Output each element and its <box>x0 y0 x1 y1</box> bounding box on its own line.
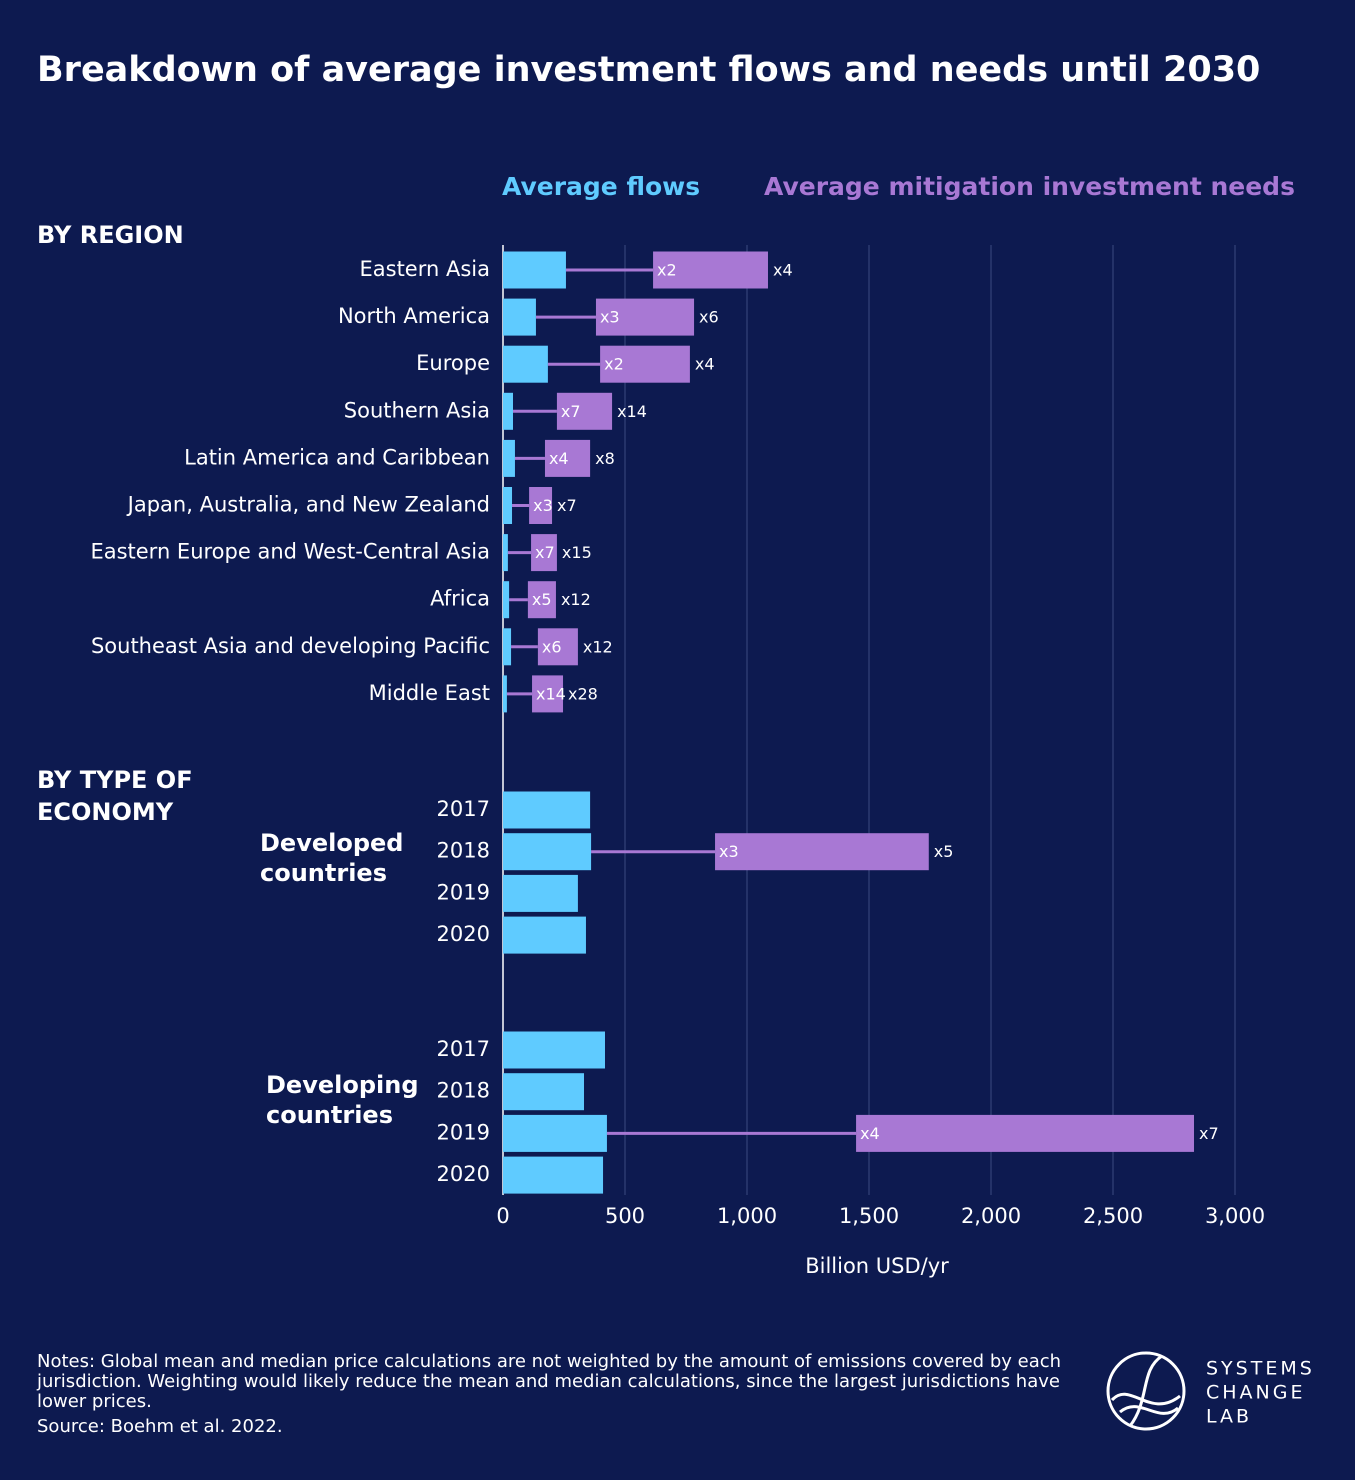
logo-mark <box>1106 1351 1186 1431</box>
y-tick-label: Europe <box>416 351 490 375</box>
y-tick-label: North America <box>338 304 490 328</box>
logo-text: SYSTEMS <box>1206 1358 1315 1380</box>
flows-bar <box>503 1073 585 1111</box>
needs-low-label: x3 <box>600 308 620 327</box>
y-tick-label: 2018 <box>437 1079 490 1103</box>
needs-bar <box>529 487 553 524</box>
flows-bar <box>503 1156 604 1194</box>
y-tick-label: 2020 <box>437 1162 490 1186</box>
y-tick-label: Eastern Asia <box>360 257 491 281</box>
needs-high-label: x4 <box>773 261 793 280</box>
x-tick-label: 0 <box>496 1204 509 1228</box>
flows-bar <box>503 628 512 666</box>
needs-high-label: x5 <box>934 842 954 861</box>
needs-bar <box>531 534 557 572</box>
flows-bar <box>503 298 536 336</box>
needs-bar <box>653 251 768 289</box>
x-tick-label: 500 <box>605 1204 645 1228</box>
y-tick-label: Japan, Australia, and New Zealand <box>126 493 490 517</box>
y-tick-label: Latin America and Caribbean <box>184 445 490 469</box>
flows-bar <box>503 392 514 430</box>
needs-low-label: x7 <box>561 402 581 421</box>
needs-bar <box>600 345 690 383</box>
needs-high-label: x14 <box>617 402 647 421</box>
needs-bar <box>532 675 564 713</box>
flows-bar <box>503 874 578 912</box>
needs-high-label: x28 <box>568 684 598 703</box>
needs-low-label: x6 <box>542 637 562 656</box>
needs-high-label: x12 <box>561 590 591 609</box>
needs-bar <box>595 298 695 336</box>
needs-low-label: x5 <box>532 590 552 609</box>
needs-high-label: x7 <box>557 496 577 515</box>
x-tick-label: 1,000 <box>717 1204 777 1228</box>
needs-low-label: x7 <box>535 543 555 562</box>
y-tick-label: 2017 <box>437 797 490 821</box>
y-tick-label: 2017 <box>437 1037 490 1061</box>
flows-bar <box>503 791 591 829</box>
flows-bar <box>503 916 586 954</box>
y-tick-label: Southeast Asia and developing Pacific <box>91 634 490 658</box>
x-tick-label: 1,500 <box>839 1204 899 1228</box>
flows-bar <box>503 251 566 289</box>
y-tick-label: 2020 <box>437 922 490 946</box>
logo-text: LAB <box>1206 1406 1252 1428</box>
needs-bar <box>856 1114 1195 1152</box>
needs-bar <box>537 628 578 666</box>
needs-high-label: x4 <box>695 355 715 374</box>
y-tick-label: 2018 <box>437 839 490 863</box>
y-tick-label: 2019 <box>437 1120 490 1144</box>
needs-high-label: x12 <box>583 637 613 656</box>
needs-low-label: x4 <box>549 449 569 468</box>
group-label: Developed countries <box>260 829 404 887</box>
needs-low-label: x2 <box>604 355 624 374</box>
flows-bar <box>503 1031 605 1069</box>
needs-bar <box>527 581 556 619</box>
x-tick-label: 2,500 <box>1083 1204 1143 1228</box>
source: Source: Boehm et al. 2022. <box>37 1416 283 1437</box>
needs-bar <box>544 439 591 477</box>
legend-needs: Average mitigation investment needs <box>764 172 1295 201</box>
needs-high-label: x6 <box>699 308 719 327</box>
x-axis-label: Billion USD/yr <box>805 1254 949 1278</box>
legend-flows: Average flows <box>502 172 701 201</box>
y-tick-label: Middle East <box>369 681 490 705</box>
logo-text: CHANGE <box>1206 1382 1306 1404</box>
section-heading: BY TYPE OF ECONOMY <box>37 766 193 826</box>
y-tick-label: Africa <box>430 587 490 611</box>
flows-bar <box>503 833 592 871</box>
needs-high-label: x15 <box>562 543 592 562</box>
y-tick-label: 2019 <box>437 880 490 904</box>
needs-low-label: x2 <box>657 261 677 280</box>
needs-high-label: x7 <box>1199 1124 1219 1143</box>
x-tick-label: 2,000 <box>961 1204 1021 1228</box>
flows-bar <box>503 345 548 383</box>
needs-bar <box>556 392 613 430</box>
needs-low-label: x14 <box>536 684 566 703</box>
flows-bar <box>503 1114 607 1152</box>
needs-low-label: x4 <box>860 1124 880 1143</box>
flows-bar <box>503 581 510 619</box>
needs-low-label: x3 <box>719 842 739 861</box>
flows-bar <box>503 439 515 477</box>
section-heading: BY REGION <box>37 221 184 249</box>
needs-low-label: x3 <box>533 496 553 515</box>
chart-title: Breakdown of average investment flows an… <box>37 50 1261 90</box>
y-tick-label: Southern Asia <box>344 398 490 422</box>
needs-bar <box>715 833 929 871</box>
notes: Notes: Global mean and median price calc… <box>37 1351 1062 1412</box>
needs-high-label: x8 <box>595 449 615 468</box>
flows-bar <box>503 534 508 572</box>
flows-bar <box>503 675 507 713</box>
flows-bar <box>503 487 513 524</box>
y-tick-label: Eastern Europe and West-Central Asia <box>90 540 490 564</box>
x-tick-label: 3,000 <box>1205 1204 1265 1228</box>
group-label: Developing countries <box>266 1071 419 1129</box>
